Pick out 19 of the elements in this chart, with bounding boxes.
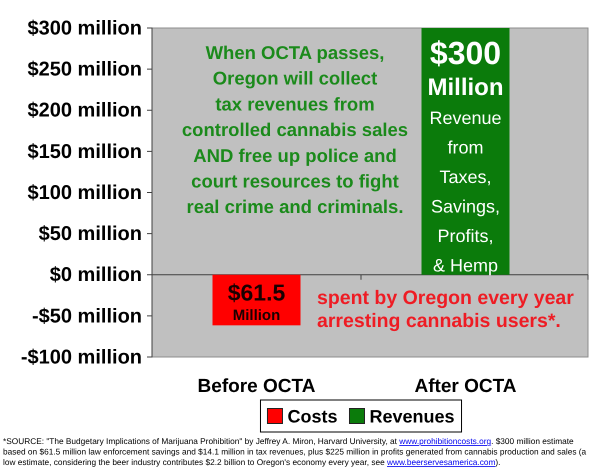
y-tick-label: $0 million (50, 264, 142, 286)
y-tick-label: $200 million (28, 100, 142, 122)
annotation: When OCTA passes, Oregon will collect tax revenues from controlled cannabis sales AND free up police and court resources to fight real crime and criminals. (182, 42, 408, 218)
data-label: $300 Million (428, 34, 504, 102)
y-tick-label: -$100 million (20, 346, 142, 368)
annotation: $61.5 Million (228, 280, 286, 324)
legend-label: Revenues (369, 406, 455, 426)
x-tick-label: Before OCTA (198, 376, 316, 397)
y-tick-label: $100 million (28, 182, 142, 204)
y-tick-label: $250 million (28, 58, 142, 81)
y-tick-label: -$50 million (32, 305, 142, 328)
annotation: Revenue from Taxes, Savings, Profits, & Hemp (429, 108, 502, 276)
legend-label: Costs (287, 406, 338, 426)
y-tick-label: $50 million (38, 223, 142, 246)
y-tick-label: $300 million (28, 17, 142, 40)
x-tick-label: After OCTA (414, 376, 517, 397)
y-tick-label: $150 million (28, 140, 142, 163)
text: *SOURCE: "The Budgetary Implications of Marijuana Prohibition" by Jeffrey A. Miron, Harvard University, at www.prohibitioncosts.org. $300 million estimate based on $61.5 million law enforcement savings and $14.1 million in tax revenues, plus $225 million in profits generated from cannabis production and sales (a low estimate, considering the beer industry contributes $2.2 billion to Oregon's economy every year, see www.beerservesamerica.com). (3, 436, 586, 468)
annotation: spent by Oregon every year arresting cannabis users*. (317, 287, 574, 332)
